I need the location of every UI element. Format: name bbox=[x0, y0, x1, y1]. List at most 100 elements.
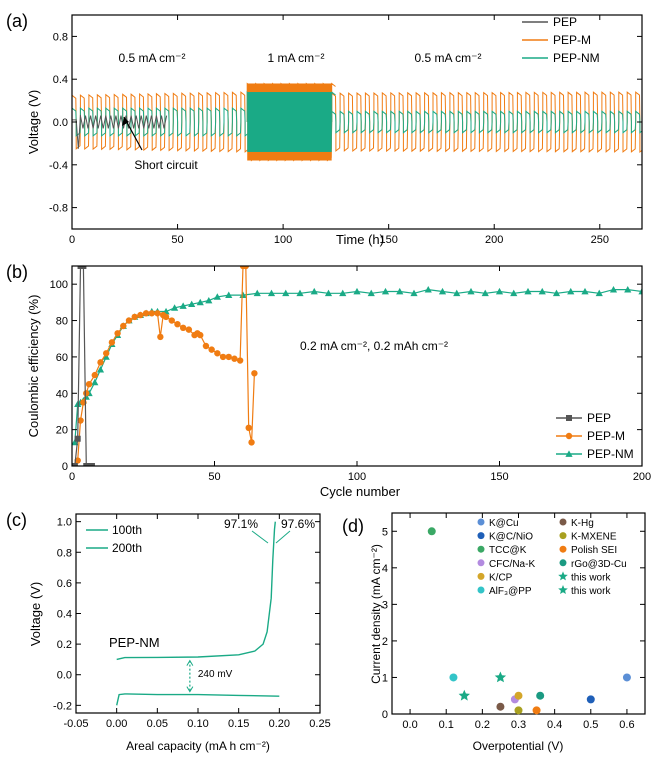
pep-m-point bbox=[245, 424, 252, 432]
legend-marker-d-6 bbox=[559, 518, 567, 526]
x-tick-label: 0.20 bbox=[269, 718, 290, 730]
pep-nm-point bbox=[467, 287, 475, 295]
y-tick-label: 0.2 bbox=[57, 639, 72, 651]
legend-marker-d-5 bbox=[477, 586, 485, 594]
y-tick-label: 0 bbox=[382, 709, 388, 721]
x-tick-label: 0.05 bbox=[147, 718, 168, 730]
pep-point bbox=[80, 266, 87, 269]
x-tick-label: 0 bbox=[69, 471, 75, 483]
y-tick-label: 0.8 bbox=[53, 31, 68, 43]
legend-label-b-2: PEP-NM bbox=[587, 447, 634, 461]
pep-nm-point bbox=[205, 296, 213, 304]
curve-c-1 bbox=[116, 693, 280, 706]
pep-m-point bbox=[174, 320, 181, 328]
legend-marker-d-11 bbox=[558, 585, 568, 594]
pep-m-point bbox=[85, 380, 93, 388]
pep-nm-point bbox=[196, 298, 204, 306]
pep-m-point bbox=[108, 339, 116, 346]
pep-nm-point bbox=[538, 287, 546, 295]
x-tick-label: 0.15 bbox=[228, 718, 249, 730]
short-circuit-arrowhead bbox=[122, 117, 129, 126]
legend-label-d-1: K@C/NiO bbox=[489, 532, 533, 543]
y-tick-label: 1 bbox=[382, 672, 388, 684]
x-tick-label: 0.2 bbox=[475, 719, 490, 731]
point-d-9 bbox=[536, 691, 545, 700]
pep-nm-dense-block bbox=[247, 92, 332, 152]
pep-nm-point bbox=[353, 287, 361, 295]
y-tick-label: 4 bbox=[382, 563, 388, 575]
legend-marker-d-8 bbox=[559, 545, 567, 553]
y-tick-label: 40 bbox=[56, 388, 68, 400]
pep-nm-point bbox=[96, 366, 105, 373]
pep-m-point bbox=[114, 330, 121, 337]
panel-label-a: (a) bbox=[6, 11, 28, 31]
legend-label-d-7: K-MXENE bbox=[571, 532, 617, 543]
pep-nm-point bbox=[495, 287, 504, 295]
legend-label-c-1: 200th bbox=[112, 541, 142, 555]
pep-m-point bbox=[185, 326, 193, 333]
pep-nm-point bbox=[213, 293, 221, 300]
pep-m-point bbox=[142, 310, 150, 317]
legend-label-d-5: AlF₃@PP bbox=[489, 586, 532, 597]
x-tick-label: 0.6 bbox=[619, 719, 634, 731]
y-tick-label: 3 bbox=[382, 599, 388, 611]
y-tick-label: 5 bbox=[382, 526, 388, 538]
pep-nm-point bbox=[367, 289, 375, 297]
gap-arrow-bottom bbox=[186, 686, 194, 693]
annotation-ce1: 97.1% bbox=[224, 517, 258, 531]
x-tick-label: 0 bbox=[69, 234, 75, 246]
point-d-11 bbox=[458, 689, 470, 701]
x-tick-label: 200 bbox=[633, 471, 651, 483]
x-tick-label: 200 bbox=[485, 234, 503, 246]
annotation-short-circuit: Short circuit bbox=[134, 158, 198, 172]
pep-m-point bbox=[248, 439, 255, 446]
legend-label-d-8: Polish SEI bbox=[571, 545, 617, 556]
pep-m-point bbox=[197, 331, 204, 339]
x-axis-label-a: Time (h) bbox=[336, 232, 384, 247]
y-axis-label-d: Current density (mA cm⁻²) bbox=[369, 544, 383, 684]
panel-label-b: (b) bbox=[6, 262, 28, 282]
y-tick-label: 0 bbox=[62, 461, 68, 473]
pep-m-point bbox=[219, 353, 227, 361]
pep-nm-point bbox=[567, 287, 575, 295]
x-axis-label-c: Areal capacity (mA h cm⁻²) bbox=[126, 739, 270, 753]
panel-a-plot bbox=[72, 82, 642, 162]
legend-marker-d-9 bbox=[559, 559, 567, 567]
pep-point bbox=[74, 435, 81, 442]
pep-nm-point bbox=[324, 289, 333, 297]
y-tick-label: 0.4 bbox=[53, 74, 68, 86]
pep-m-point bbox=[168, 317, 175, 324]
legend-marker-b-0 bbox=[566, 415, 572, 421]
pep-nm-point bbox=[179, 302, 187, 309]
legend-label-a-1: PEP-M bbox=[553, 33, 591, 47]
pep-m-point bbox=[251, 370, 258, 377]
legend-label-a-2: PEP-NM bbox=[553, 51, 600, 65]
panel-label-c: (c) bbox=[6, 510, 27, 530]
pep-m-point bbox=[131, 313, 138, 321]
x-tick-label: 50 bbox=[208, 471, 220, 483]
pep-nm-point bbox=[624, 286, 632, 293]
pep-nm-point bbox=[225, 291, 233, 298]
legend-marker-d-10 bbox=[558, 571, 568, 581]
legend-label-d-9: rGo@3D-Cu bbox=[571, 559, 627, 570]
pep-nm-point bbox=[638, 287, 642, 295]
legend-label-d-10: this work bbox=[571, 572, 611, 583]
pep-nm-point bbox=[188, 300, 196, 308]
pep-nm-point bbox=[609, 286, 618, 293]
x-axis-label-d: Overpotential (V) bbox=[473, 739, 564, 753]
pep-nm-point bbox=[481, 289, 489, 297]
pep-m-point bbox=[148, 310, 155, 317]
x-tick-label: 0.25 bbox=[309, 718, 330, 730]
legend-marker-d-1 bbox=[477, 532, 485, 540]
x-axis-label-b: Cycle number bbox=[320, 484, 401, 499]
pep-point bbox=[72, 463, 78, 466]
pep-m-point bbox=[137, 311, 144, 319]
pep-nm-point bbox=[171, 304, 179, 311]
y-tick-label: -0.4 bbox=[49, 160, 68, 172]
y-axis-label-b: Coulombic efficiency (%) bbox=[26, 295, 41, 438]
y-tick-label: 0.0 bbox=[57, 670, 72, 682]
x-tick-label: -0.05 bbox=[63, 718, 88, 730]
pointer-ce1 bbox=[251, 530, 269, 544]
pep-nm-point bbox=[438, 287, 447, 295]
